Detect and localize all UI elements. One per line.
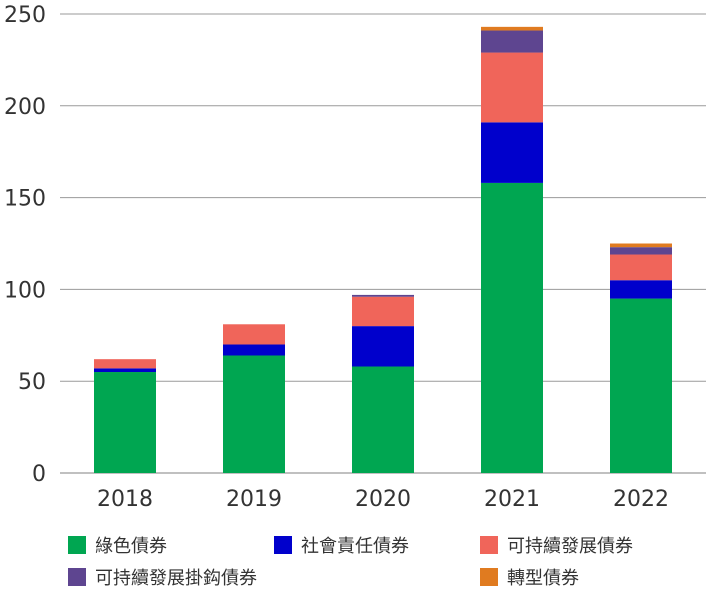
bars: [94, 26, 672, 474]
legend-swatch: [480, 536, 498, 554]
legend-swatch: [68, 536, 86, 554]
legend-swatch: [480, 568, 498, 586]
bar-segment-2022-series-4: [610, 243, 672, 248]
legend-swatch: [274, 536, 292, 554]
bar-segment-2021-series-1: [481, 122, 543, 183]
x-tick-label: 2022: [613, 487, 669, 512]
y-tick-label: 0: [32, 462, 46, 487]
legend-label: 可持續發展掛鈎債券: [95, 568, 257, 589]
y-axis-ticks: 0 50 100 150 200 250: [4, 3, 46, 487]
legend-item: 轉型債券: [480, 564, 579, 590]
bar-segment-2022-series-2: [610, 254, 672, 281]
y-tick-label: 150: [4, 187, 46, 212]
bar-segment-2020-series-0: [352, 366, 414, 473]
bar-segment-2021-series-4: [481, 26, 543, 31]
legend-item: 可持續發展債券: [480, 532, 633, 558]
y-tick-label: 100: [4, 278, 46, 303]
x-axis-ticks: 2018 2019 2020 2021 2022: [97, 487, 669, 512]
bar-segment-2020-series-2: [352, 296, 414, 327]
legend-label: 社會責任債券: [301, 536, 409, 557]
y-tick-label: 50: [18, 370, 46, 395]
x-tick-label: 2021: [484, 487, 540, 512]
x-tick-label: 2018: [97, 487, 153, 512]
bar-segment-2019-series-0: [223, 355, 285, 473]
bar-segment-2020-series-1: [352, 326, 414, 367]
legend-swatch: [68, 568, 86, 586]
bar-segment-2021-series-0: [481, 182, 543, 474]
stacked-bar-chart: 0 50 100 150 200 250 2018 2019 2020 2021 2022: [4, 3, 706, 512]
y-tick-label: 250: [4, 3, 46, 28]
y-tick-label: 200: [4, 95, 46, 120]
legend-label: 可持續發展債券: [507, 536, 633, 557]
legend-item: 可持續發展掛鈎債券: [68, 564, 257, 590]
bar-segment-2019-series-1: [223, 344, 285, 356]
legend-label: 轉型債券: [507, 568, 579, 589]
bar-segment-2022-series-1: [610, 280, 672, 299]
bar-segment-2018-series-1: [94, 368, 156, 373]
legend-item: 綠色債券: [68, 532, 167, 558]
bar-segment-2022-series-3: [610, 247, 672, 255]
bar-segment-2018-series-0: [94, 372, 156, 473]
bar-segment-2022-series-0: [610, 298, 672, 473]
bar-segment-2020-series-3: [352, 294, 414, 297]
x-tick-label: 2020: [355, 487, 411, 512]
bar-segment-2019-series-2: [223, 324, 285, 345]
legend: 綠色債券 社會責任債券 可持續發展債券可持續發展掛鈎債券 轉型債券: [0, 528, 706, 594]
bar-segment-2021-series-3: [481, 30, 543, 53]
x-tick-label: 2019: [226, 487, 282, 512]
bar-segment-2021-series-2: [481, 52, 543, 123]
legend-item: 社會責任債券: [274, 532, 409, 558]
legend-label: 綠色債券: [95, 536, 167, 557]
bar-segment-2018-series-2: [94, 359, 156, 369]
